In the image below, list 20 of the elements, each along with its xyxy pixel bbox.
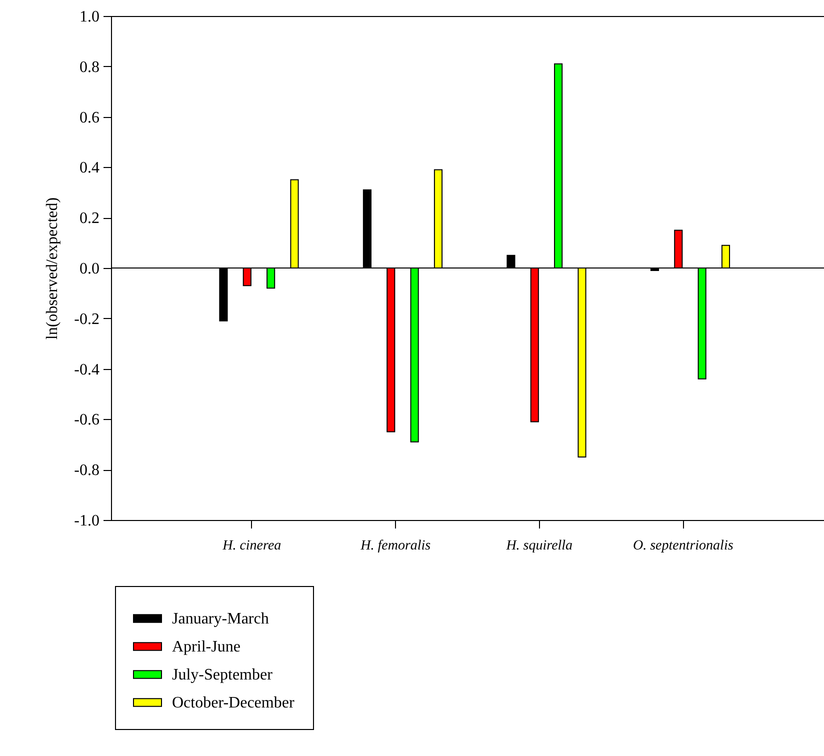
- y-tick-label: 0.2: [80, 210, 100, 228]
- y-tick-label: -0.6: [74, 412, 100, 429]
- y-tick-label: 0.4: [80, 160, 100, 177]
- legend-label: April-June: [172, 638, 240, 656]
- legend-label: October-December: [172, 694, 295, 712]
- y-tick-label: 0.8: [80, 58, 100, 76]
- x-tick-label: H. squirella: [505, 538, 573, 554]
- y-tick-label: -1.0: [74, 512, 100, 530]
- y-tick-label: 1.0: [80, 8, 100, 26]
- y-tick-label: 0.0: [80, 260, 100, 278]
- y-tick-label: -0.8: [74, 462, 100, 480]
- y-tick-label: 0.6: [80, 109, 100, 126]
- x-tick-label: H. femoralis: [360, 538, 432, 554]
- y-tick-label: -0.4: [74, 361, 100, 378]
- legend-label: January-March: [172, 610, 269, 628]
- legend-label: July-September: [172, 666, 274, 684]
- y-tick-label: -0.2: [74, 310, 100, 328]
- y-axis-title: ln(observed/expected): [44, 197, 62, 340]
- x-tick-label: O. septentrionalis: [632, 538, 734, 554]
- x-tick-label: H. cinerea: [222, 538, 282, 554]
